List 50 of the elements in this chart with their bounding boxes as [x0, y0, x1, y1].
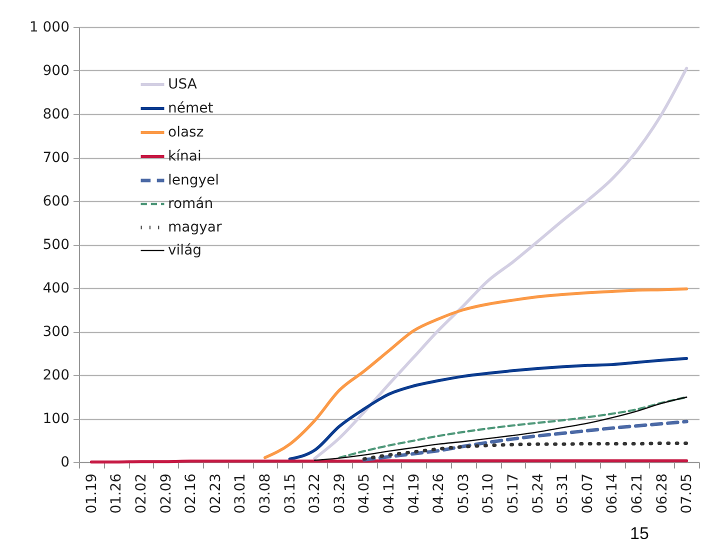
x-tick-label: 04.05 — [356, 474, 373, 514]
x-tick-label: 05.10 — [480, 474, 497, 514]
x-tick-label: 06.14 — [604, 473, 621, 514]
legend-label: román — [168, 196, 214, 212]
x-tick-label: 02.09 — [158, 474, 174, 514]
y-tick-label: 900 — [42, 63, 70, 79]
y-tick-label: 400 — [42, 280, 70, 296]
y-tick-label: 200 — [42, 368, 70, 384]
x-tick-label: 03.08 — [258, 474, 274, 514]
x-tick-label: 05.17 — [506, 474, 522, 514]
y-tick-label: 100 — [42, 411, 70, 427]
line-series — [264, 287, 688, 460]
x-tick-label: 03.22 — [307, 474, 324, 514]
legend-label: lengyel — [168, 172, 220, 188]
x-tick-label: 04.26 — [431, 473, 448, 514]
y-tick-label: 800 — [42, 106, 70, 122]
x-tick-label: 02.02 — [134, 474, 150, 514]
line-series — [313, 66, 688, 460]
line-series — [288, 356, 688, 460]
legend-label: olasz — [168, 124, 204, 140]
x-tick-label: 02.16 — [183, 473, 200, 514]
x-tick-label: 04.19 — [406, 474, 422, 514]
y-tick-label: 600 — [42, 194, 70, 210]
x-tick-label: 03.15 — [282, 474, 298, 514]
y-tick-label: 300 — [42, 324, 70, 340]
x-tick-label: 03.29 — [332, 474, 348, 514]
legend-label: USA — [168, 76, 198, 92]
x-tick-label: 04.12 — [382, 474, 398, 514]
line-series — [362, 442, 688, 461]
x-tick-label: 03.01 — [232, 474, 249, 514]
legend-label: magyar — [168, 220, 222, 236]
y-tick-label: 500 — [42, 237, 70, 253]
x-tick-label: 01.26 — [108, 473, 125, 514]
x-tick-label: 01.19 — [84, 474, 100, 514]
y-tick-label: 700 — [42, 150, 70, 166]
x-tick-label: 06.28 — [654, 474, 670, 514]
x-tick-label: 02.23 — [208, 474, 224, 514]
legend-label: világ — [168, 242, 202, 258]
legend-label: kínai — [168, 148, 202, 164]
legend-label: német — [168, 100, 214, 116]
x-tick-label: 06.07 — [580, 474, 596, 514]
y-tick-label: 0 — [60, 454, 70, 470]
x-tick-label: 05.24 — [530, 473, 546, 514]
line-series — [362, 420, 688, 462]
x-tick-label: 06.21 — [630, 474, 646, 514]
x-tick-label: 05.03 — [456, 474, 472, 514]
text: 15 — [630, 524, 649, 544]
x-tick-label: 07.05 — [679, 474, 696, 514]
x-tick-label: 05.31 — [555, 474, 572, 514]
y-tick-label: 1 000 — [29, 20, 70, 36]
